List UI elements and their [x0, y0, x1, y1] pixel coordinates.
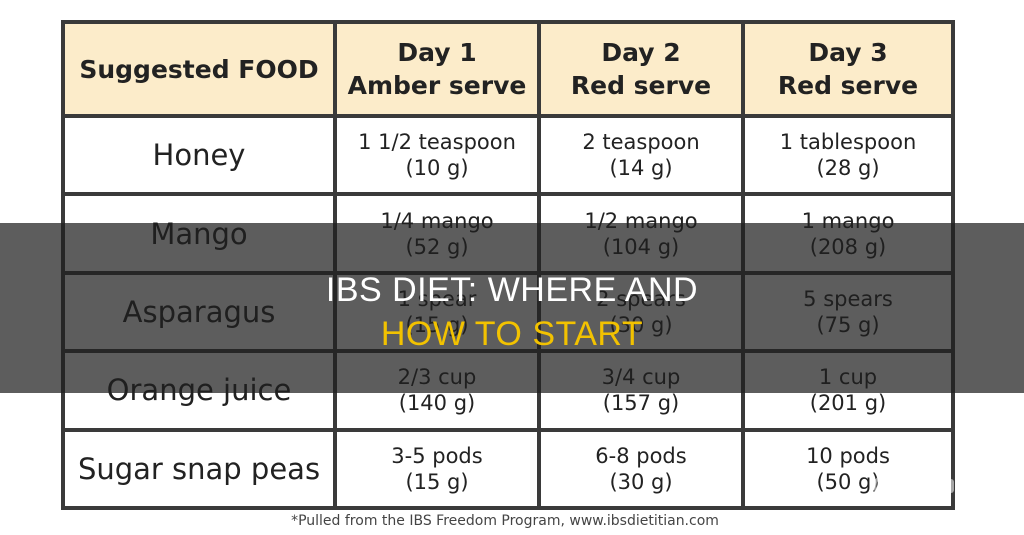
header-label: Suggested FOOD [79, 54, 319, 84]
table-header-row: Suggested FOOD Day 1 Amber serve Day 2 R… [61, 20, 955, 118]
title-overlay-band [0, 223, 1024, 393]
header-serve-label: Red serve [570, 71, 712, 100]
food-name-cell: Honey [61, 113, 337, 197]
serve-weight: (28 g) [816, 156, 880, 181]
serve-cell-day2: 2 teaspoon (14 g) [537, 113, 745, 197]
title-line-2: HOW TO START [380, 315, 644, 353]
header-serve-label: Amber serve [347, 71, 527, 100]
serve-cell-day1: 1 1/2 teaspoon (10 g) [333, 113, 541, 197]
serve-amount: 1 tablespoon [779, 130, 917, 155]
serve-amount: 1 1/2 teaspoon [358, 130, 516, 155]
article-title: IBS DIET: WHERE AND HOW TO START [0, 268, 1024, 356]
header-day-2: Day 2 Red serve [537, 20, 745, 118]
header-day-1: Day 1 Amber serve [333, 20, 541, 118]
serve-weight: (14 g) [609, 156, 673, 181]
food-name-cell: Sugar snap peas [61, 427, 337, 511]
title-line-1: IBS DIET: WHERE AND [325, 271, 699, 309]
serve-cell-day1: 3-5 pods (15 g) [333, 427, 541, 511]
serve-weight: (15 g) [405, 469, 469, 494]
serve-weight: (30 g) [609, 469, 673, 494]
serve-weight: (157 g) [602, 391, 680, 416]
serve-weight: (10 g) [405, 156, 469, 181]
serve-amount: 3-5 pods [391, 443, 483, 468]
header-serve-label: Red serve [777, 71, 919, 100]
source-footnote: *Pulled from the IBS Freedom Program, ww… [291, 513, 719, 529]
header-day-label: Day 1 [397, 38, 477, 67]
header-suggested-food: Suggested FOOD [61, 20, 337, 118]
serve-cell-day2: 6-8 pods (30 g) [537, 427, 745, 511]
serve-weight: (140 g) [398, 391, 476, 416]
serve-amount: 2 teaspoon [582, 130, 700, 155]
header-day-3: Day 3 Red serve [741, 20, 955, 118]
serve-cell-day3: 1 tablespoon (28 g) [741, 113, 955, 197]
serve-weight: (50 g) [816, 469, 880, 494]
serve-cell-day3: 10 pods (50 g) [741, 427, 955, 511]
logo-watermark-icon [873, 473, 954, 499]
table-row: Sugar snap peas 3-5 pods (15 g) 6-8 pods (30… [61, 427, 955, 511]
serve-weight: (201 g) [809, 391, 887, 416]
serve-amount: 10 pods [806, 443, 890, 468]
serve-amount: 6-8 pods [595, 443, 687, 468]
table-row: Honey 1 1/2 teaspoon (10 g) 2 teaspoon (14 g… [61, 113, 955, 197]
header-day-label: Day 2 [601, 38, 681, 67]
header-day-label: Day 3 [808, 38, 888, 67]
